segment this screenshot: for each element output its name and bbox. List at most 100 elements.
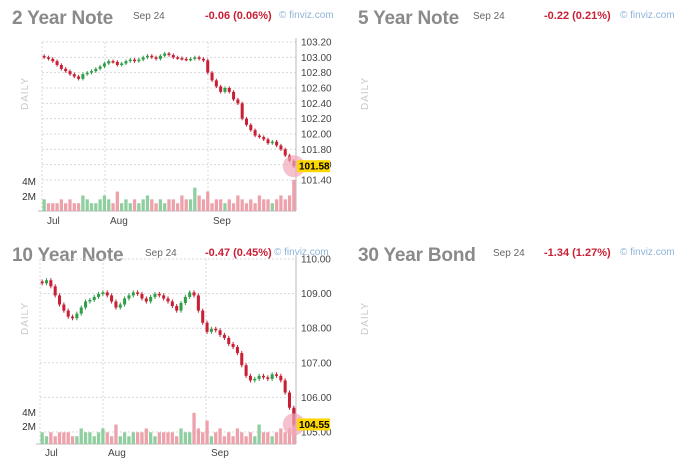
volume-bar bbox=[253, 203, 257, 211]
volume-bar bbox=[89, 203, 94, 211]
month-tick-label: Aug bbox=[108, 448, 126, 459]
volume-bar bbox=[68, 199, 72, 211]
volume-bar bbox=[85, 199, 89, 211]
price-tick-label: 110.00 bbox=[301, 255, 331, 266]
candle-body bbox=[133, 59, 137, 62]
volume-bar bbox=[53, 436, 57, 444]
volume-bar bbox=[270, 203, 274, 211]
price-tick-label: 102.20 bbox=[301, 114, 332, 125]
finviz-brand[interactable]: © finviz.com bbox=[620, 247, 675, 258]
candle-body bbox=[97, 293, 101, 297]
candle-body bbox=[44, 280, 49, 284]
volume-bar bbox=[127, 436, 131, 444]
candle-body bbox=[140, 293, 144, 299]
candle-body bbox=[197, 57, 201, 59]
volume-bar bbox=[44, 436, 49, 444]
candle-body bbox=[157, 293, 161, 296]
volume-bar bbox=[166, 432, 170, 444]
volume-bar bbox=[88, 432, 92, 444]
volume-bar bbox=[163, 203, 167, 211]
volume-bar bbox=[59, 199, 64, 211]
volume-bar bbox=[192, 412, 196, 444]
volume-bar bbox=[66, 432, 70, 444]
candle-body bbox=[184, 58, 188, 61]
volume-bar bbox=[240, 432, 244, 444]
volume-bar bbox=[105, 432, 109, 444]
finviz-brand[interactable]: © finviz.com bbox=[274, 247, 329, 258]
candle-body bbox=[188, 292, 192, 297]
volume-bar bbox=[175, 436, 179, 444]
finviz-brand[interactable]: © finviz.com bbox=[620, 10, 675, 21]
candle-body bbox=[51, 58, 55, 62]
candle-body bbox=[270, 141, 274, 144]
volume-bar bbox=[124, 199, 128, 211]
volume-bar bbox=[158, 199, 163, 211]
panel-date: Sep 24 bbox=[493, 248, 525, 259]
candle-body bbox=[64, 68, 68, 72]
volume-bar bbox=[214, 432, 218, 444]
candle-body bbox=[209, 328, 213, 332]
volume-bar bbox=[244, 203, 249, 211]
candle-body bbox=[153, 293, 157, 297]
volume-bar bbox=[98, 199, 102, 211]
volume-bar bbox=[266, 199, 270, 211]
candle-body bbox=[236, 99, 240, 104]
panel-date: Sep 24 bbox=[145, 248, 177, 259]
candle-body bbox=[257, 375, 261, 379]
volume-bar bbox=[40, 432, 44, 444]
volume-bar bbox=[231, 203, 236, 211]
chart-panel-2-year-note: 2 Year Note Sep 24 -0.06 (0.06%) © finvi… bbox=[0, 0, 345, 237]
volume-bar bbox=[266, 432, 270, 444]
volume-bar bbox=[222, 436, 227, 444]
volume-bar bbox=[262, 199, 266, 211]
volume-bar bbox=[214, 199, 218, 211]
finviz-brand[interactable]: © finviz.com bbox=[279, 10, 334, 21]
candle-body bbox=[189, 58, 193, 61]
candle-body bbox=[53, 286, 57, 296]
candle-body bbox=[179, 303, 183, 311]
volume-bar bbox=[240, 199, 244, 211]
volume-bar bbox=[120, 203, 124, 211]
chart-svg: 110.00 109.00 108.00 107.00 106.00 105.00 Jul A… bbox=[22, 255, 332, 460]
price-tick-label: 101.40 bbox=[301, 176, 332, 187]
volume-bar bbox=[115, 191, 119, 211]
volume-bar bbox=[83, 432, 88, 444]
volume-bar bbox=[175, 203, 180, 211]
volume-bar bbox=[167, 199, 171, 211]
candle-body bbox=[68, 71, 72, 75]
candle-body bbox=[79, 307, 83, 314]
candle-body bbox=[201, 58, 205, 61]
candle-body bbox=[279, 375, 283, 381]
candle-body bbox=[175, 306, 179, 311]
volume-bar bbox=[193, 187, 197, 211]
candle-body bbox=[137, 59, 141, 62]
volume-bar bbox=[162, 432, 166, 444]
candle-body bbox=[124, 61, 128, 64]
candle-body bbox=[219, 86, 223, 92]
volume-bar bbox=[219, 199, 223, 211]
volume-bar bbox=[111, 203, 115, 211]
candle-body bbox=[92, 296, 96, 300]
volume-bar bbox=[170, 432, 174, 444]
volume-tick-label: 4M bbox=[22, 408, 36, 419]
volume-bar bbox=[131, 432, 135, 444]
candle-body bbox=[240, 103, 244, 119]
volume-bar bbox=[141, 199, 145, 211]
candle-body bbox=[88, 299, 92, 302]
last-price-badge bbox=[297, 160, 330, 173]
candle-body bbox=[274, 374, 278, 376]
candle-body bbox=[158, 55, 162, 59]
volume-bar bbox=[76, 203, 81, 211]
volume-bar bbox=[227, 199, 231, 211]
last-price-label: 104.55 bbox=[299, 420, 330, 431]
volume-bar bbox=[210, 203, 214, 211]
candle-body bbox=[154, 57, 158, 59]
volume-bar bbox=[184, 199, 188, 211]
volume-bar bbox=[223, 203, 227, 211]
volume-bar bbox=[279, 195, 283, 211]
candle-body bbox=[240, 353, 244, 366]
volume-bar bbox=[94, 203, 98, 211]
volume-bar bbox=[49, 432, 53, 444]
candle-body bbox=[201, 310, 205, 323]
volume-bar bbox=[70, 436, 75, 444]
